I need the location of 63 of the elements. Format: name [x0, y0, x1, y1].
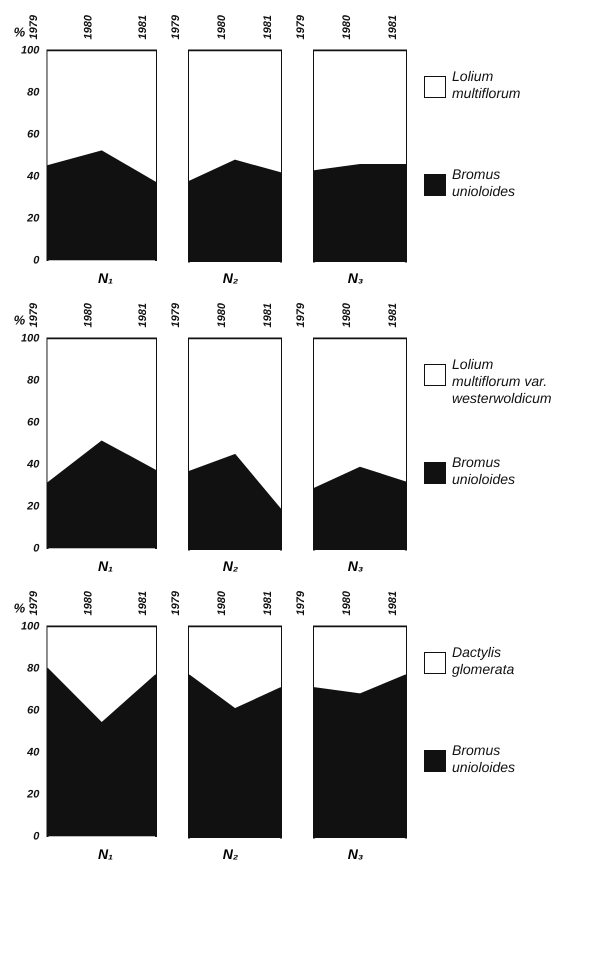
y-tick-label: 80	[27, 374, 40, 386]
x-axis-title: N₁	[96, 270, 114, 286]
x-axis-title: N₁	[96, 846, 114, 862]
x-tick-label: 1979	[170, 14, 182, 40]
y-tick-label: 20	[26, 788, 40, 800]
x-tick-label: 1979	[294, 14, 307, 40]
y-tick-label: 0	[33, 830, 40, 842]
x-tick-label: 1980	[82, 14, 95, 40]
x-tick-label: 1981	[136, 14, 149, 40]
legend-label: Dactylis glomerata	[452, 644, 516, 678]
y-tick-label: 20	[26, 212, 40, 224]
x-tick-label: 1980	[340, 14, 353, 40]
y-axis-title: %	[14, 600, 26, 616]
x-axis-title: N₃	[346, 846, 364, 862]
x-axis-title: N₃	[346, 270, 364, 286]
x-tick-label: 1979	[28, 302, 40, 328]
x-tick-label: 1980	[82, 302, 95, 328]
x-tick-label: 1980	[340, 590, 353, 616]
legend-label: Lolium multiflorum	[452, 68, 522, 102]
text: Bromus unioloides	[452, 454, 516, 488]
x-tick-label: 1979	[170, 590, 182, 616]
x-tick-label: 1979	[170, 302, 182, 328]
x-axis-title: N₂	[222, 270, 240, 286]
x-tick-label: 1979	[28, 14, 40, 40]
x-tick-label: 1979	[294, 302, 307, 328]
y-tick-label: 60	[27, 704, 40, 716]
text: Lolium multiflorum var. westerwoldicum	[452, 356, 553, 407]
y-tick-label: 100	[20, 332, 40, 344]
y-tick-label: 80	[27, 662, 40, 674]
x-tick-label: 1980	[82, 590, 95, 616]
x-tick-label: 1981	[136, 302, 149, 328]
y-tick-label: 100	[20, 44, 40, 56]
y-tick-label: 40	[26, 170, 40, 182]
x-tick-label: 1981	[262, 14, 274, 40]
y-tick-label: 100	[20, 620, 40, 632]
x-axis-title: N₃	[346, 558, 364, 574]
y-axis-title: %	[14, 312, 26, 328]
x-tick-label: 1979	[294, 590, 307, 616]
x-tick-label: 1980	[216, 302, 228, 328]
x-axis-title: N₂	[222, 558, 240, 574]
y-tick-label: 60	[27, 128, 40, 140]
x-tick-label: 1980	[216, 590, 228, 616]
legend-label: Bromus unioloides	[452, 166, 516, 200]
x-tick-label: 1981	[136, 590, 149, 616]
x-tick-label: 1981	[386, 302, 399, 328]
x-axis-title: N₁	[96, 558, 114, 574]
y-tick-label: 80	[27, 86, 40, 98]
y-tick-label: 60	[27, 416, 40, 428]
y-tick-label: 40	[26, 746, 40, 758]
y-tick-label: 40	[26, 458, 40, 470]
x-tick-label: 1981	[262, 302, 274, 328]
y-tick-label: 0	[33, 542, 40, 554]
x-tick-label: 1980	[216, 14, 228, 40]
y-tick-label: 20	[26, 500, 40, 512]
x-tick-label: 1981	[262, 590, 274, 616]
y-tick-label: 0	[33, 254, 40, 266]
y-axis-title: %	[14, 24, 26, 40]
x-axis-title: N₂	[222, 846, 240, 862]
x-tick-label: 1980	[340, 302, 353, 328]
x-tick-label: 1981	[386, 590, 399, 616]
legend-label: Bromus unioloides	[452, 742, 516, 776]
x-tick-label: 1979	[28, 590, 40, 616]
x-tick-label: 1981	[386, 14, 399, 40]
